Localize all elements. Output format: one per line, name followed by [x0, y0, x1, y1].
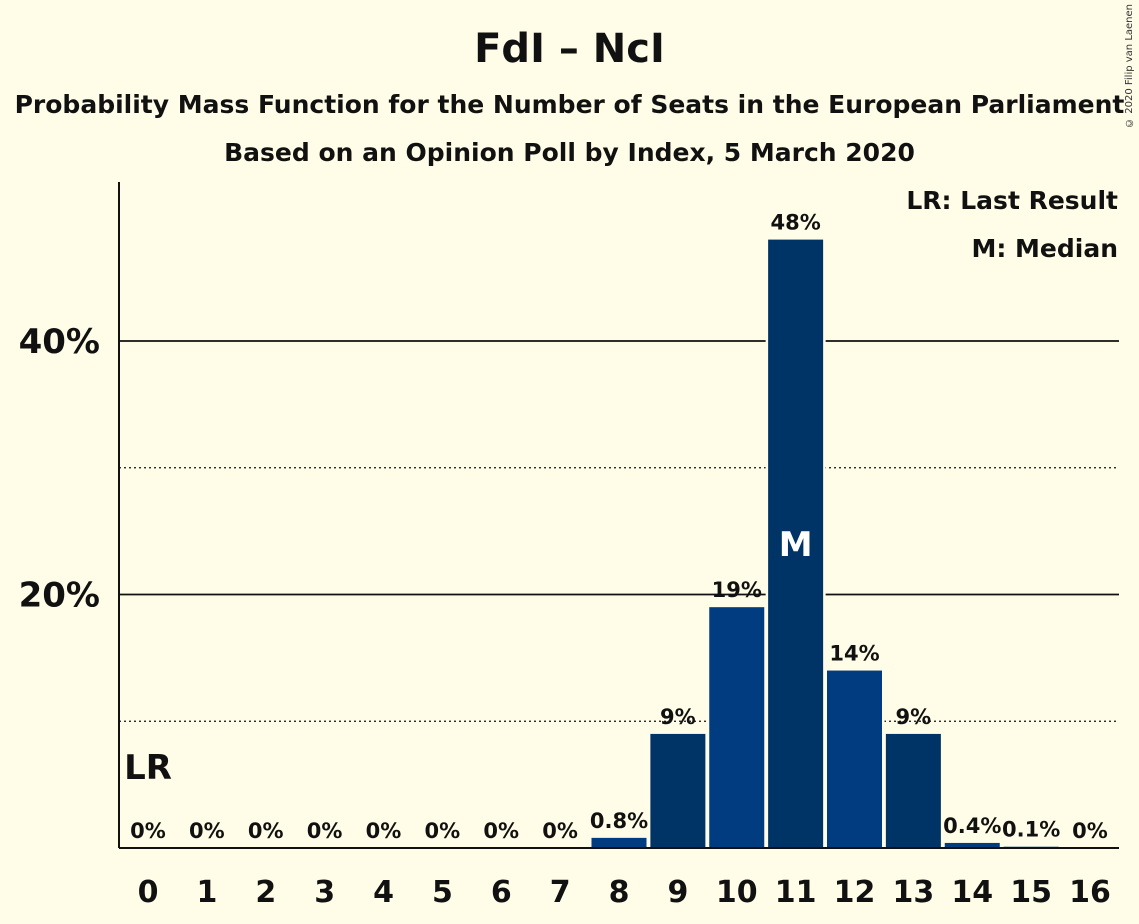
x-tick-label: 9 [667, 875, 688, 910]
data-label-seat-10: 19% [712, 578, 762, 602]
x-tick-label: 11 [775, 875, 817, 910]
y-tick-label: 40% [19, 322, 100, 362]
bar-seat-10 [709, 607, 765, 848]
data-label-seat-15: 0.1% [1002, 818, 1060, 842]
x-tick-label: 14 [951, 875, 993, 910]
x-tick-label: 2 [255, 875, 276, 910]
bar-layer [589, 237, 1062, 849]
bar-gap [1001, 844, 1062, 848]
data-label-seat-2: 0% [248, 819, 284, 843]
x-tick-label: 3 [314, 875, 335, 910]
data-label-seat-13: 9% [896, 705, 932, 729]
x-tick-label: 10 [716, 875, 758, 910]
x-tick-label: 1 [196, 875, 217, 910]
data-label-seat-11: 48% [770, 211, 820, 235]
grid-layer [119, 340, 1119, 722]
last-result-marker: LR [124, 748, 172, 788]
x-tick-label: 15 [1010, 875, 1052, 910]
median-marker: M [779, 525, 813, 565]
bar-seat-14 [944, 842, 1000, 848]
x-tick-label: 12 [834, 875, 876, 910]
legend-median: M: Median [971, 234, 1118, 263]
data-label-seat-1: 0% [189, 819, 225, 843]
chart-subtitle: Probability Mass Function for the Number… [14, 90, 1125, 119]
bar-seat-9 [650, 733, 706, 848]
x-tick-label: 8 [609, 875, 630, 910]
label-layer: 20%40%0%00%10%20%30%40%50%60%70.8%89%919… [19, 211, 1111, 910]
data-label-seat-0: 0% [130, 819, 166, 843]
chart-title: FdI – NcI [474, 26, 665, 72]
x-tick-label: 5 [432, 875, 453, 910]
bar-seat-12 [827, 670, 882, 848]
legend-last-result: LR: Last Result [906, 186, 1118, 215]
x-tick-label: 13 [893, 875, 935, 910]
data-label-seat-9: 9% [660, 705, 696, 729]
data-label-seat-3: 0% [307, 819, 343, 843]
data-label-seat-8: 0.8% [590, 809, 648, 833]
y-tick-label: 20% [19, 576, 100, 616]
data-label-seat-6: 0% [483, 819, 519, 843]
data-label-seat-4: 0% [366, 819, 402, 843]
bar-seat-8 [591, 837, 647, 848]
data-label-seat-7: 0% [542, 819, 578, 843]
x-tick-label: 0 [138, 875, 159, 910]
bar-seat-13 [885, 733, 941, 848]
chart-subtitle-source: Based on an Opinion Poll by Index, 5 Mar… [224, 138, 915, 167]
x-tick-label: 16 [1069, 875, 1111, 910]
x-tick-label: 7 [550, 875, 571, 910]
data-label-seat-14: 0.4% [943, 814, 1001, 838]
x-tick-label: 6 [491, 875, 512, 910]
bar-seat-11 [768, 239, 824, 849]
data-label-seat-5: 0% [425, 819, 461, 843]
data-label-seat-16: 0% [1072, 819, 1108, 843]
data-label-seat-12: 14% [829, 642, 879, 666]
x-tick-label: 4 [373, 875, 394, 910]
